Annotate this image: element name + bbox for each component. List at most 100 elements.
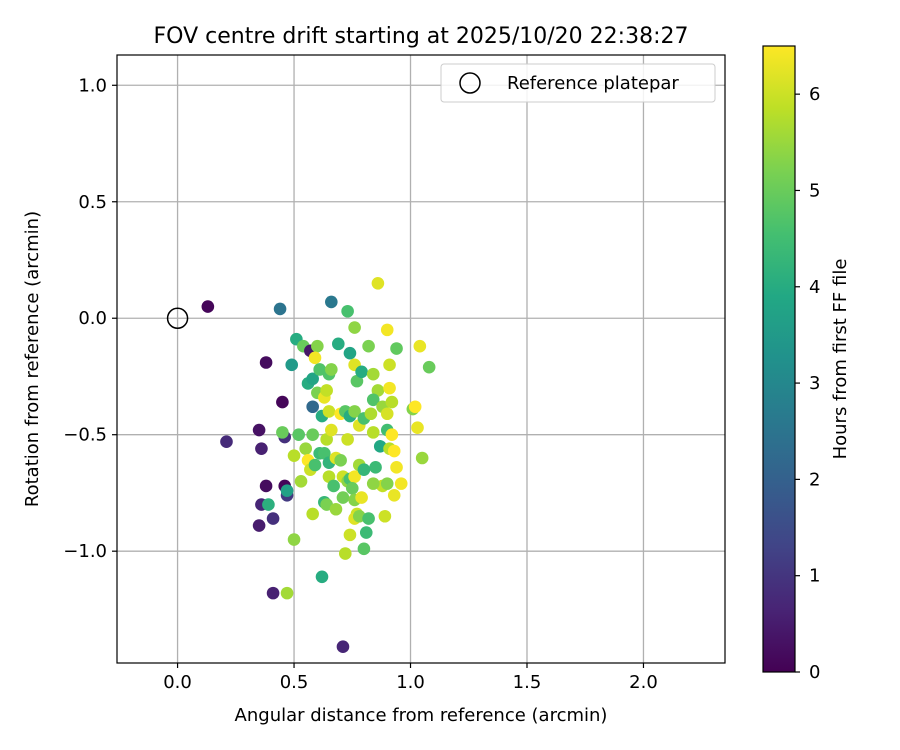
- data-point: [366, 477, 380, 490]
- data-point: [362, 339, 375, 353]
- data-point: [266, 586, 280, 600]
- reference-marker-layer: [166, 307, 189, 329]
- data-point: [313, 363, 326, 376]
- data-point: [325, 423, 338, 437]
- data-point: [276, 395, 289, 409]
- data-point: [287, 533, 301, 546]
- data-point: [285, 358, 299, 372]
- data-point: [280, 586, 294, 600]
- legend-box: [440, 63, 716, 103]
- data-point: [408, 400, 422, 414]
- data-point: [336, 640, 350, 653]
- colorbar-tick-label: 2: [809, 469, 820, 490]
- data-point: [415, 451, 429, 465]
- data-point: [259, 356, 273, 369]
- data-point: [369, 461, 382, 474]
- y-axis-label: Rotation from reference (arcmin): [22, 211, 43, 507]
- x-axis-ticks: 0.0 0.5 1.0 1.5 2.0: [163, 663, 658, 693]
- data-point: [387, 488, 401, 502]
- data-point: [306, 372, 319, 386]
- data-point: [320, 498, 333, 511]
- data-point: [411, 421, 424, 435]
- x-tick-label: 0.0: [163, 672, 192, 693]
- data-point: [359, 526, 373, 539]
- data-point: [306, 507, 319, 521]
- data-point: [371, 384, 385, 397]
- data-point: [311, 339, 324, 353]
- colorbar-label: Hours from first FF file: [830, 259, 851, 460]
- data-point: [348, 321, 361, 334]
- data-point: [252, 519, 266, 532]
- data-point: [292, 428, 306, 442]
- data-point: [343, 346, 357, 360]
- data-point: [348, 470, 361, 483]
- data-point: [220, 435, 233, 448]
- data-point: [390, 342, 403, 355]
- grid-lines: [117, 55, 725, 663]
- data-point: [325, 363, 338, 376]
- data-point: [387, 444, 401, 458]
- data-point: [380, 323, 394, 337]
- plot-frame: [116, 54, 726, 664]
- data-point: [322, 470, 336, 483]
- y-tick-label: 0.0: [78, 308, 107, 329]
- data-points: [201, 276, 436, 653]
- data-point: [320, 433, 333, 446]
- data-point: [332, 337, 345, 351]
- data-point: [336, 491, 350, 504]
- chart-title: FOV centre drift starting at 2025/10/20 …: [154, 24, 689, 49]
- legend-reference-marker: [459, 72, 481, 94]
- colorbar-ticks: 0 1 2 3 4 5 6: [795, 84, 820, 683]
- data-point: [252, 423, 266, 437]
- data-point: [348, 405, 361, 418]
- data-point: [308, 458, 322, 472]
- data-point: [385, 428, 399, 442]
- y-axis-ticks: 1.0 0.5 0.0 −0.5 −1.0: [63, 75, 117, 562]
- data-point: [201, 300, 215, 313]
- data-point: [378, 509, 392, 523]
- data-point: [371, 276, 385, 290]
- data-point: [276, 426, 289, 439]
- data-point: [362, 512, 375, 525]
- data-point: [334, 454, 347, 467]
- colorbar-tick-label: 0: [809, 662, 820, 683]
- legend-label: Reference platepar: [507, 73, 679, 94]
- reference-platepar-marker: [166, 307, 189, 329]
- colorbar-tick-label: 3: [809, 373, 820, 394]
- data-point: [315, 570, 329, 584]
- colorbar-tick-label: 6: [809, 84, 820, 105]
- y-tick-label: 1.0: [78, 75, 107, 96]
- data-point: [341, 433, 354, 446]
- data-point: [422, 360, 436, 374]
- x-axis-label: Angular distance from reference (arcmin): [235, 705, 608, 726]
- data-point: [383, 358, 396, 372]
- x-tick-label: 0.5: [280, 672, 309, 693]
- data-point: [366, 367, 380, 381]
- data-point: [306, 428, 319, 442]
- colorbar-gradient: [762, 45, 796, 673]
- y-tick-label: −0.5: [63, 425, 107, 446]
- legend: Reference platepar: [440, 63, 716, 103]
- data-point: [287, 449, 301, 462]
- data-point: [299, 442, 312, 455]
- data-point: [318, 447, 331, 460]
- data-point: [322, 405, 336, 418]
- colorbar-tick-label: 1: [809, 566, 820, 587]
- data-point: [380, 407, 394, 421]
- x-tick-label: 1.0: [396, 672, 425, 693]
- x-tick-label: 2.0: [629, 672, 658, 693]
- data-point: [345, 481, 359, 495]
- data-point: [366, 393, 380, 407]
- data-point: [355, 365, 368, 379]
- colorbar: 0 1 2 3 4 5 6 Hours from first FF file: [762, 45, 851, 683]
- data-point: [308, 351, 322, 365]
- data-point: [327, 479, 340, 493]
- data-point: [266, 512, 280, 525]
- colorbar-tick-label: 4: [809, 277, 820, 298]
- data-point: [273, 302, 287, 316]
- data-point: [366, 426, 380, 439]
- data-point: [259, 479, 273, 493]
- data-point: [325, 295, 338, 309]
- data-point: [294, 474, 308, 488]
